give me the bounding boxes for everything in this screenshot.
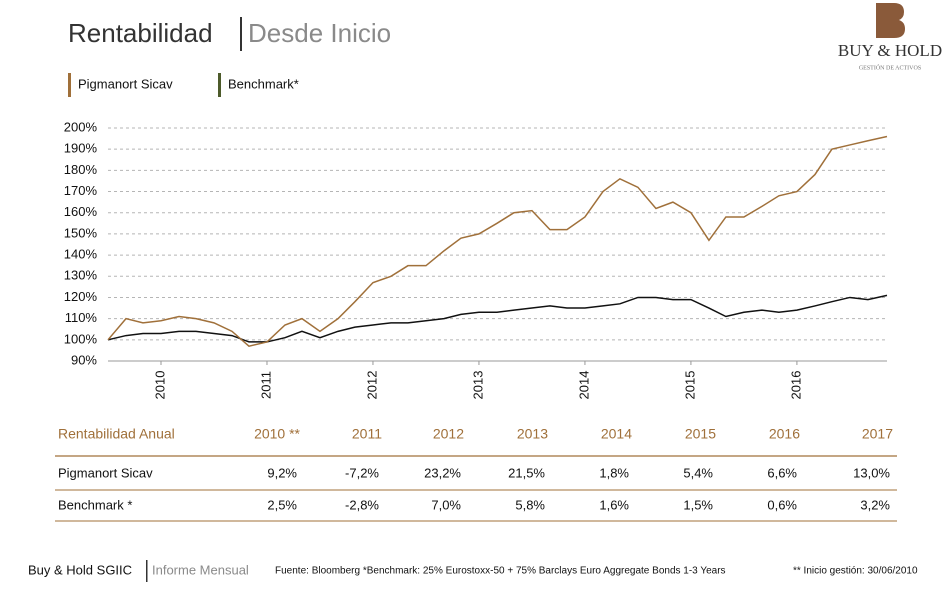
y-tick-label: 200% [64,119,98,134]
table-cell: 5,8% [515,497,545,512]
table-title: Rentabilidad Anual [58,426,175,442]
table-header: 2014 [601,426,632,442]
table-cell: -7,2% [345,465,379,480]
x-tick-label: 2013 [470,371,485,400]
table-cell: 0,6% [767,497,797,512]
x-tick-label: 2010 [152,371,167,400]
table-row-label: Benchmark * [58,497,132,512]
y-tick-label: 90% [71,352,97,367]
table-header: 2010 ** [254,426,300,442]
series-line [107,135,888,347]
table-header: 2012 [433,426,464,442]
table-cell: 1,6% [599,497,629,512]
footer-company: Buy & Hold SGIIC [28,562,132,577]
footer-report: Informe Mensual [152,562,249,577]
footer-note: ** Inicio gestión: 30/06/2010 [793,566,918,577]
table-cell: 13,0% [853,465,890,480]
table-cell: 21,5% [508,465,545,480]
y-tick-label: 110% [65,310,98,325]
y-tick-label: 170% [64,183,98,198]
y-tick-label: 130% [64,268,98,283]
y-tick-label: 120% [64,289,98,304]
subtitle: Desde Inicio [248,18,391,48]
table-cell: 1,5% [683,497,713,512]
x-tick-label: 2016 [788,371,803,400]
table-cell: 9,2% [267,465,297,480]
table-cell: 6,6% [767,465,797,480]
table-cell: 7,0% [431,497,461,512]
title: Rentabilidad [68,18,213,48]
x-tick-label: 2014 [576,371,591,400]
logo-tagline: GESTIÓN DE ACTIVOS [859,63,921,71]
table-header: 2013 [517,426,548,442]
y-tick-label: 160% [64,204,98,219]
table-cell: 5,4% [683,465,713,480]
y-tick-label: 180% [64,162,98,177]
x-tick-label: 2015 [682,371,697,400]
table-cell: 1,8% [599,465,629,480]
x-tick-label: 2012 [364,371,379,400]
legend-label: Benchmark* [228,76,299,91]
title-divider [240,17,242,51]
footer-source: Fuente: Bloomberg *Benchmark: 25% Eurost… [275,566,726,577]
legend-label: Pigmanort Sicav [78,76,173,91]
table-cell: 2,5% [267,497,297,512]
series-line [107,294,888,343]
y-tick-label: 100% [64,331,98,346]
table-header: 2011 [352,426,382,442]
legend-swatch [68,73,71,97]
table-header: 2017 [862,426,893,442]
y-tick-label: 150% [64,225,98,240]
logo: BUY & HOLD GESTIÓN DE ACTIVOS [838,3,942,71]
y-tick-label: 190% [64,141,98,156]
logo-mark [876,3,905,38]
legend-swatch [218,73,221,97]
y-tick-label: 140% [64,247,98,262]
table-row-label: Pigmanort Sicav [58,465,153,480]
table-cell: 3,2% [860,497,890,512]
table-header: 2015 [685,426,716,442]
logo-text: BUY & HOLD [838,41,942,60]
x-tick-label: 2011 [258,371,273,399]
table-cell: 23,2% [424,465,461,480]
table-header: 2016 [769,426,800,442]
table-cell: -2,8% [345,497,379,512]
footer-divider [146,560,148,582]
